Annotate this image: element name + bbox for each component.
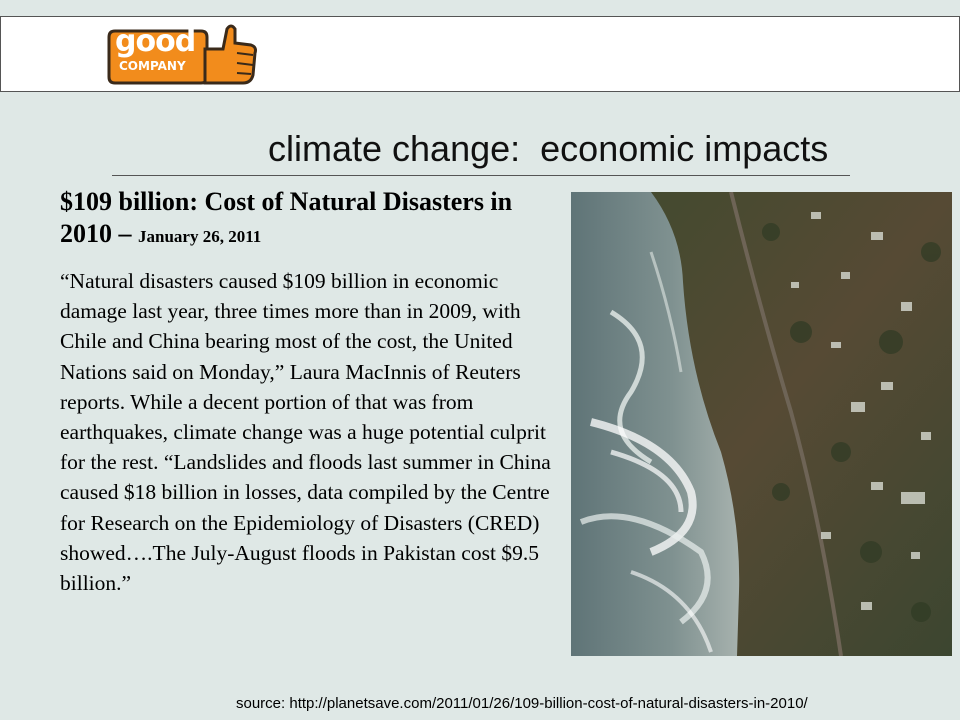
- article-headline: $109 billion: Cost of Natural Disasters …: [60, 186, 530, 253]
- tsunami-aerial-photo: [571, 192, 952, 656]
- logo-text-sub: COMPANY: [119, 59, 186, 73]
- title-divider: [112, 175, 850, 176]
- article-body: “Natural disasters caused $109 billion i…: [60, 269, 551, 596]
- logo-text-main: good: [115, 24, 196, 59]
- headline-text: $109 billion: Cost of Natural Disasters …: [60, 187, 513, 248]
- headline-date: January 26, 2011: [138, 227, 262, 246]
- header-bar: good COMPANY: [0, 16, 960, 92]
- logo-graphic: [107, 24, 257, 85]
- good-company-logo: good COMPANY: [105, 23, 261, 87]
- source-citation: source: http://planetsave.com/2011/01/26…: [236, 695, 808, 712]
- slide-title: climate change: economic impacts: [268, 128, 829, 169]
